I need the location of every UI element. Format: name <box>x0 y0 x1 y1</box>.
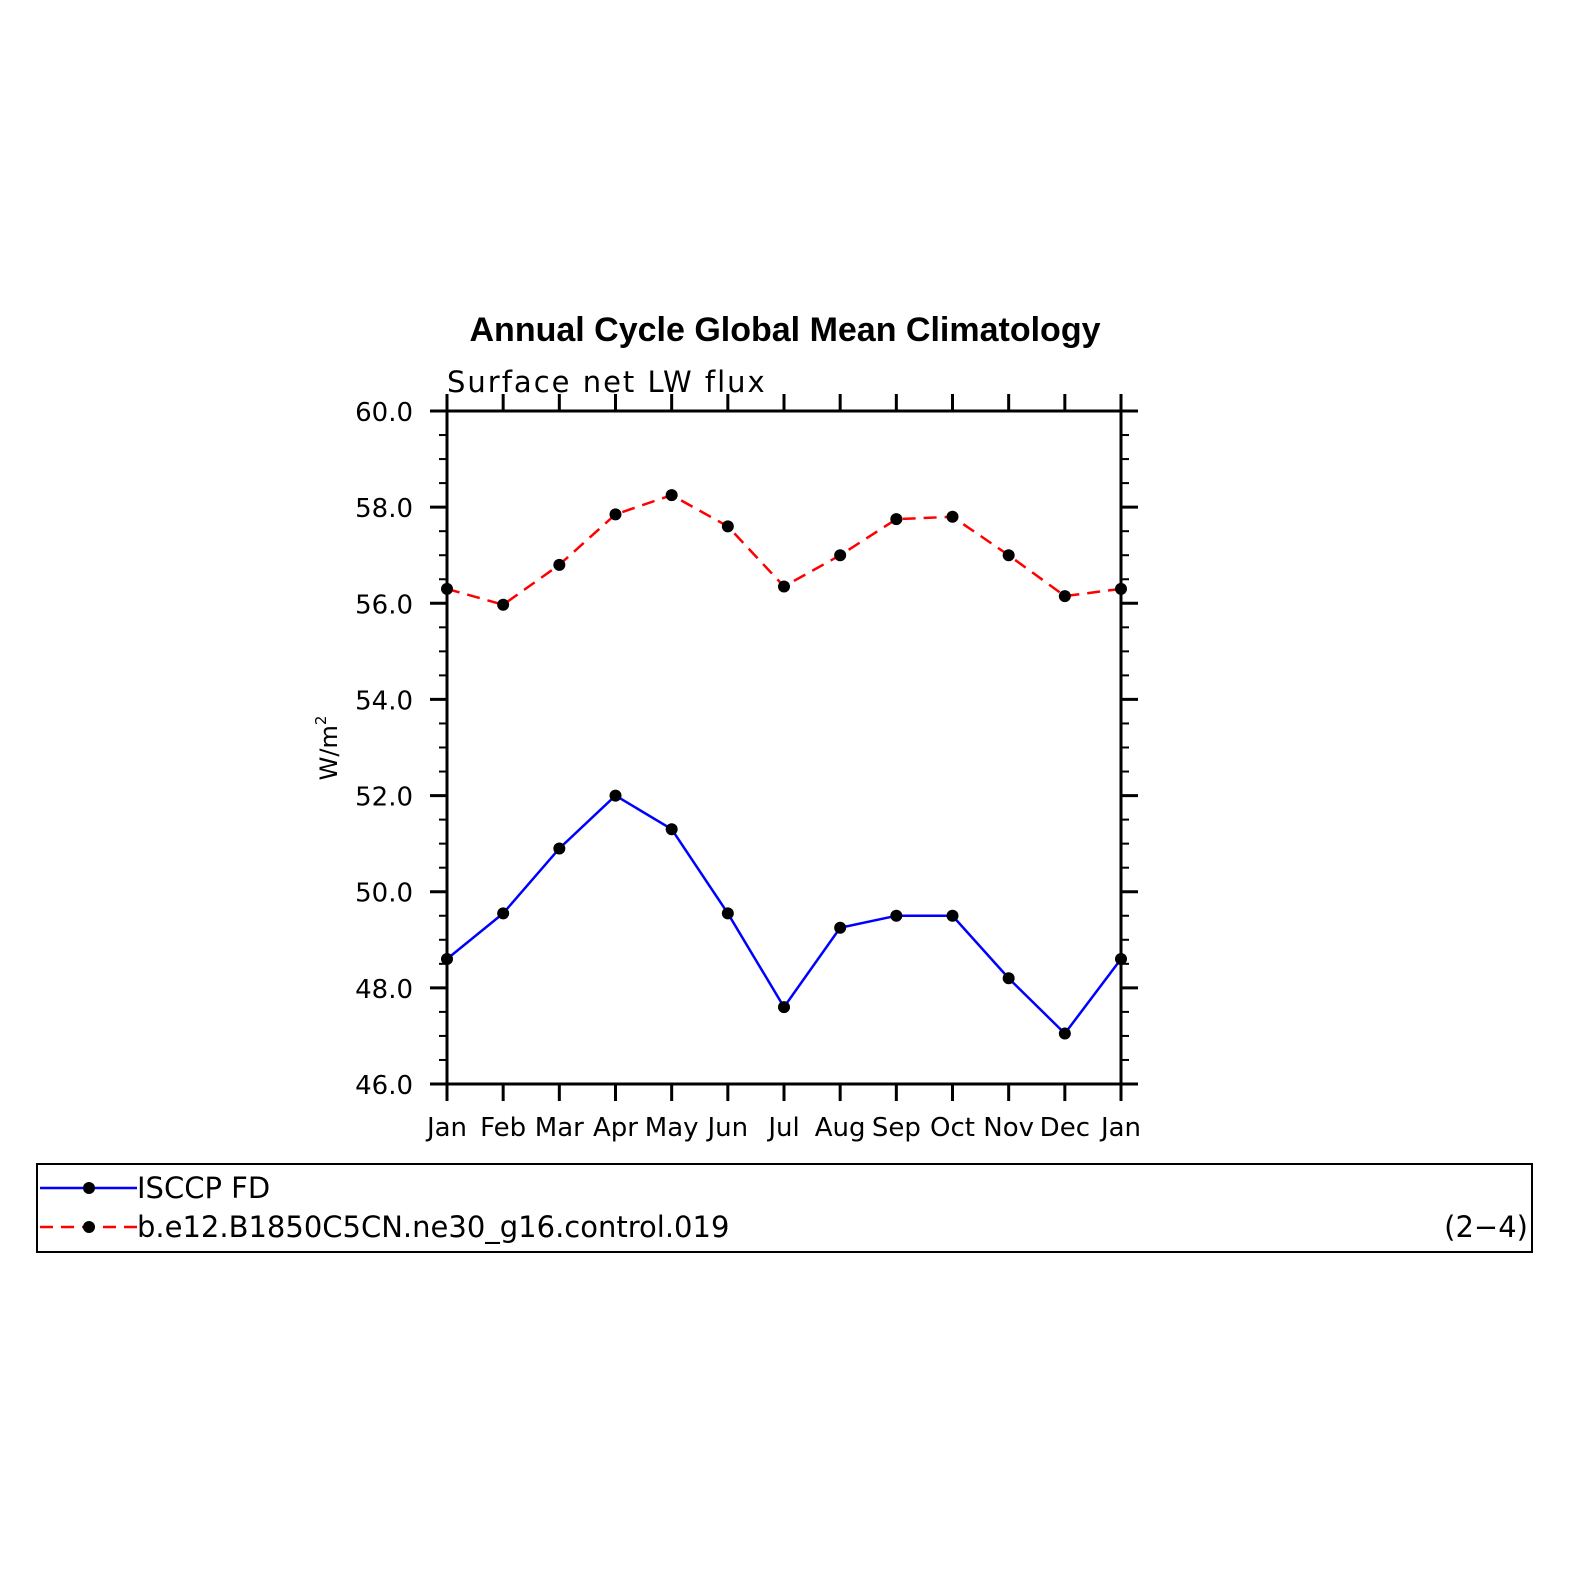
y-tick-label: 58.0 <box>355 494 413 524</box>
svg-text:W/m2: W/m2 <box>312 716 343 781</box>
x-tick-label: Sep <box>872 1113 921 1143</box>
series-0-point <box>609 789 622 802</box>
x-tick-label: May <box>645 1113 699 1143</box>
series-0-point <box>553 842 566 855</box>
plot-frame <box>445 409 1123 1086</box>
panel-label: (2−4) <box>1444 1210 1528 1244</box>
x-tick-label: Mar <box>535 1113 584 1143</box>
legend-box <box>36 1163 1533 1253</box>
series-1-point <box>553 558 566 571</box>
x-tick-label: Jun <box>706 1113 749 1143</box>
y-tick-label: 54.0 <box>355 686 413 716</box>
x-tick-label: Nov <box>983 1113 1034 1143</box>
series-0-point <box>497 907 510 920</box>
series-0-point <box>778 1001 790 1014</box>
y-tick-label: 60.0 <box>355 398 413 428</box>
series-0-point <box>1002 972 1015 985</box>
y-tick-label: 50.0 <box>355 879 413 909</box>
x-tick-label: Apr <box>593 1113 638 1143</box>
series-1-point <box>946 510 959 523</box>
series-line-0 <box>446 794 1122 1036</box>
legend-label-0: ISCCP FD <box>137 1171 270 1205</box>
legend-marker-0 <box>83 1182 95 1194</box>
series-1-point <box>1115 582 1127 595</box>
series-1-point <box>665 489 678 502</box>
legend-label-1: b.e12.B1850C5CN.ne30_g16.control.019 <box>137 1210 729 1244</box>
series-1-point <box>441 582 453 595</box>
series-0-point <box>441 953 453 966</box>
y-axis-label-superscript: 2 <box>312 716 330 726</box>
y-axis-label: W/m2 <box>312 716 343 781</box>
series-0-point <box>721 907 734 920</box>
y-tick-label: 46.0 <box>355 1071 413 1101</box>
series-1-point <box>721 520 734 533</box>
y-axis-label-text: W/m <box>315 725 343 780</box>
x-tick-label: Oct <box>930 1113 975 1143</box>
series-1-point <box>497 598 510 611</box>
legend-marker-1 <box>83 1221 95 1233</box>
x-tick-label: Jan <box>425 1113 467 1143</box>
x-tick-label: Dec <box>1040 1113 1090 1143</box>
x-tick-label: Jul <box>766 1113 799 1143</box>
series-0-point <box>665 823 678 836</box>
series-1-point <box>609 508 622 521</box>
series-1-point <box>778 580 790 593</box>
series-0-point <box>946 909 959 922</box>
y-tick-label: 48.0 <box>355 975 413 1005</box>
series-1-point <box>834 549 847 562</box>
x-tick-label: Feb <box>480 1113 526 1143</box>
x-tick-label: Jan <box>1099 1113 1141 1143</box>
chart-subtitle: Surface net LW flux <box>447 365 767 399</box>
series-0-point <box>834 921 847 934</box>
series-0-point <box>1058 1027 1071 1040</box>
y-tick-label: 56.0 <box>355 590 413 620</box>
series-1-point <box>1058 590 1071 603</box>
x-tick-label: Aug <box>815 1113 866 1143</box>
series-layer <box>441 489 1127 1040</box>
axes: Jan Feb Mar Apr May Jun Jul Aug Sep Oct Nov Dec Jan 4… <box>355 394 1141 1143</box>
series-0-point <box>1115 953 1127 966</box>
legend: ISCCP FD b.e12.B1850C5CN.ne30_g16.control… <box>40 1171 729 1244</box>
chart-title: Annual Cycle Global Mean Climatology <box>470 311 1101 349</box>
y-tick-label: 52.0 <box>355 783 413 813</box>
series-1-point <box>890 513 903 526</box>
series-0-point <box>890 909 903 922</box>
series-1-point <box>1002 549 1015 562</box>
